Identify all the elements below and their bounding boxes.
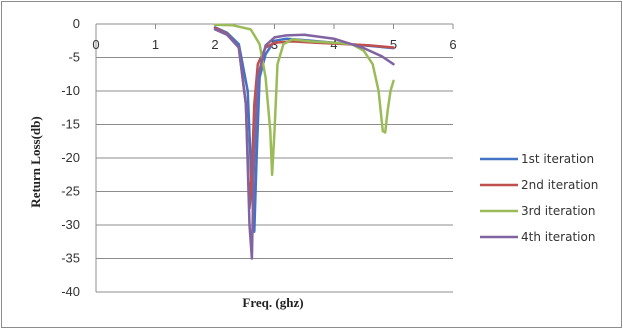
series-line-4	[213, 28, 395, 260]
x-axis-title: Freq. (ghz)	[242, 295, 303, 310]
legend-label-3: 3rd iteration	[521, 204, 595, 218]
y-tick-label: -35	[61, 251, 80, 266]
x-tick-label: 2	[211, 37, 218, 52]
series-lines	[213, 23, 395, 260]
x-tick-label: 5	[390, 37, 397, 52]
legend-label-4: 4th iteration	[521, 230, 595, 244]
y-tick-label: -25	[61, 184, 80, 199]
y-axis-title: Return Loss(db)	[28, 116, 43, 207]
legend-label-2: 2nd iteration	[521, 178, 598, 192]
y-tick-label: 0	[73, 16, 80, 31]
y-tick-label: -10	[61, 83, 80, 98]
x-tick-label: 1	[152, 37, 159, 52]
y-tick-label: -30	[61, 217, 80, 232]
axes: 0-5-10-15-20-25-30-35-400 1 2 3 4 5 6	[61, 16, 456, 299]
legend-label-1: 1st iteration	[521, 152, 594, 166]
legend: 1st iteration 2nd iteration 3rd iteration 4…	[480, 152, 598, 244]
y-tick-label: -20	[61, 150, 80, 165]
x-tick-label: 0	[92, 37, 99, 52]
y-tick-label: -15	[61, 117, 80, 132]
y-tick-label: -5	[68, 50, 80, 65]
x-tick-label: 6	[449, 37, 456, 52]
y-tick-label: -40	[61, 284, 80, 299]
x-tick-label: 3	[271, 37, 278, 52]
